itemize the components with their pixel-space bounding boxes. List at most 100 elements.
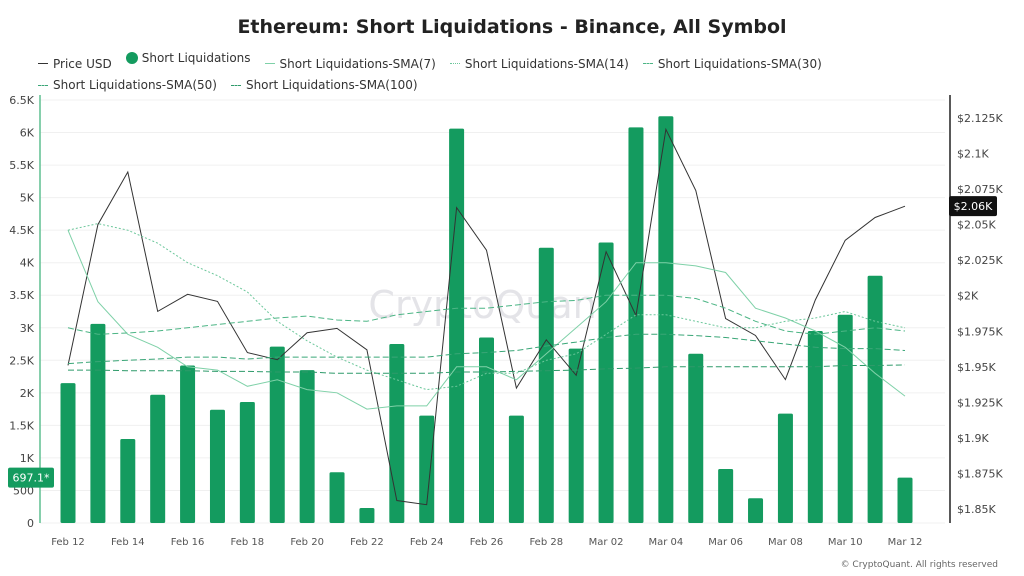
legend-swatch [642, 63, 653, 64]
y-left-tick-label: 6.5K [9, 94, 34, 107]
legend-swatch [449, 63, 460, 64]
bar-feb-20 [299, 370, 315, 523]
bar-feb-26 [479, 337, 494, 523]
legend-label: Short Liquidations-SMA(7) [279, 56, 436, 71]
y-right-tick-label: $1.975K [957, 325, 1003, 338]
x-tick-label: Feb 20 [290, 537, 324, 548]
bar-feb-24 [419, 415, 435, 523]
last-value-box-left [8, 467, 54, 488]
legend-item[interactable]: Short Liquidations-SMA(50) [38, 76, 217, 94]
y-right-tick-label: $2.1K [957, 148, 989, 161]
bar-mar-09 [807, 331, 823, 523]
y-right-tick-label: $1.85K [957, 503, 996, 516]
series-line-short-liquidations-sma-30- [67, 294, 906, 335]
last-value-box-right [949, 196, 997, 217]
legend-item[interactable]: Short Liquidations [125, 49, 251, 67]
bar-feb-12 [60, 383, 76, 523]
legend-label: Short Liquidations-SMA(30) [657, 56, 822, 71]
last-value-label-right: $2.06K [954, 200, 993, 213]
x-tick-label: Feb 24 [410, 537, 444, 548]
y-left-tick-label: 3K [20, 322, 35, 335]
y-left-tick-label: 3.5K [9, 289, 34, 302]
legend-label: Short Liquidations-SMA(50) [53, 78, 217, 92]
x-tick-label: Mar 10 [828, 537, 863, 548]
bar-feb-14 [120, 439, 136, 523]
y-left-tick-label: 500 [13, 484, 34, 497]
y-right-tick-label: $2.075K [957, 183, 1003, 196]
y-right-tick-label: $2.025K [957, 254, 1003, 267]
legend-label: Price USD [53, 56, 112, 71]
x-tick-label: Mar 02 [589, 537, 624, 548]
bar-feb-18 [239, 401, 255, 523]
bar-feb-15 [150, 394, 166, 523]
y-left-tick-label: 6K [20, 127, 35, 140]
y-right-tick-label: $1.95K [957, 361, 996, 374]
bar-feb-23 [389, 344, 405, 523]
y-right-tick-label: $2K [957, 290, 979, 303]
x-tick-label: Feb 26 [470, 537, 504, 548]
x-tick-label: Feb 22 [350, 537, 384, 548]
y-right-tick-label: $2.125K [957, 112, 1003, 125]
y-left-tick-label: 1.5K [9, 419, 34, 432]
bar-feb-28 [538, 247, 554, 523]
series-line-short-liquidations-sma-100- [68, 364, 906, 374]
y-right-tick-label: $1.925K [957, 396, 1003, 409]
legend-swatch [125, 52, 138, 64]
bar-mar-03 [628, 127, 644, 523]
series-line-short-liquidations-sma-50- [67, 333, 906, 365]
bar-feb-27 [508, 415, 524, 523]
copyright-footer: © CryptoQuant. All rights reserved [840, 560, 998, 570]
bar-feb-25 [449, 128, 465, 523]
legend: Price USD Short Liquidations Short Liquida… [38, 49, 1008, 94]
bar-mar-05 [688, 353, 704, 523]
bar-mar-08 [777, 413, 793, 523]
legend-swatch [264, 63, 275, 64]
bar-mar-12 [897, 477, 913, 523]
y-left-tick-label: 5.5K [9, 159, 34, 172]
series-line-short-liquidations-sma-7- [67, 230, 906, 410]
bar-mar-02 [598, 242, 614, 523]
bar-feb-13 [90, 323, 106, 523]
legend-swatch [38, 63, 48, 64]
y-left-tick-label: 2.5K [9, 354, 34, 367]
legend-label: Short Liquidations [141, 51, 251, 65]
legend-item[interactable]: Short Liquidations-SMA(7) [264, 55, 436, 73]
y-left-tick-label: 0 [27, 517, 34, 530]
x-tick-label: Mar 06 [708, 537, 743, 548]
legend-item[interactable]: Short Liquidations-SMA(100) [230, 76, 418, 94]
last-value-label-left: 697.1* [13, 472, 50, 485]
series-line-short-liquidations-sma-14- [67, 223, 906, 391]
x-tick-label: Mar 04 [648, 537, 683, 548]
x-tick-label: Feb 18 [231, 537, 265, 548]
watermark: CryptoQuant [368, 283, 611, 327]
legend-swatch [230, 84, 241, 86]
legend-label: Short Liquidations-SMA(14) [464, 56, 629, 71]
y-left-tick-label: 1K [20, 452, 35, 465]
x-tick-label: Feb 12 [51, 537, 85, 548]
x-tick-label: Feb 28 [529, 537, 563, 548]
bar-mar-04 [658, 116, 674, 524]
bar-feb-19 [269, 346, 285, 523]
x-tick-label: Mar 12 [888, 537, 923, 548]
y-right-tick-label: $1.9K [957, 432, 989, 445]
bar-mar-06 [718, 468, 734, 523]
bar-feb-17 [209, 409, 225, 523]
y-right-tick-label: $1.875K [957, 467, 1003, 480]
series-line-price-usd [67, 127, 906, 506]
y-left-tick-label: 5K [20, 192, 35, 205]
legend-item[interactable]: Short Liquidations-SMA(14) [449, 55, 629, 73]
bar-feb-22 [359, 508, 375, 523]
y-right-tick-label: $2.05K [957, 219, 996, 232]
legend-item[interactable]: Short Liquidations-SMA(30) [642, 55, 822, 73]
x-tick-label: Mar 08 [768, 537, 803, 548]
legend-item[interactable]: Price USD [38, 55, 112, 73]
bar-mar-01 [568, 348, 584, 523]
legend-swatch [38, 84, 48, 86]
y-left-tick-label: 2K [20, 387, 35, 400]
bar-feb-21 [329, 472, 345, 523]
bar-feb-16 [180, 365, 196, 523]
x-tick-label: Feb 16 [171, 537, 205, 548]
chart-title: Ethereum: Short Liquidations - Binance, … [237, 16, 787, 38]
bar-mar-07 [748, 498, 764, 523]
